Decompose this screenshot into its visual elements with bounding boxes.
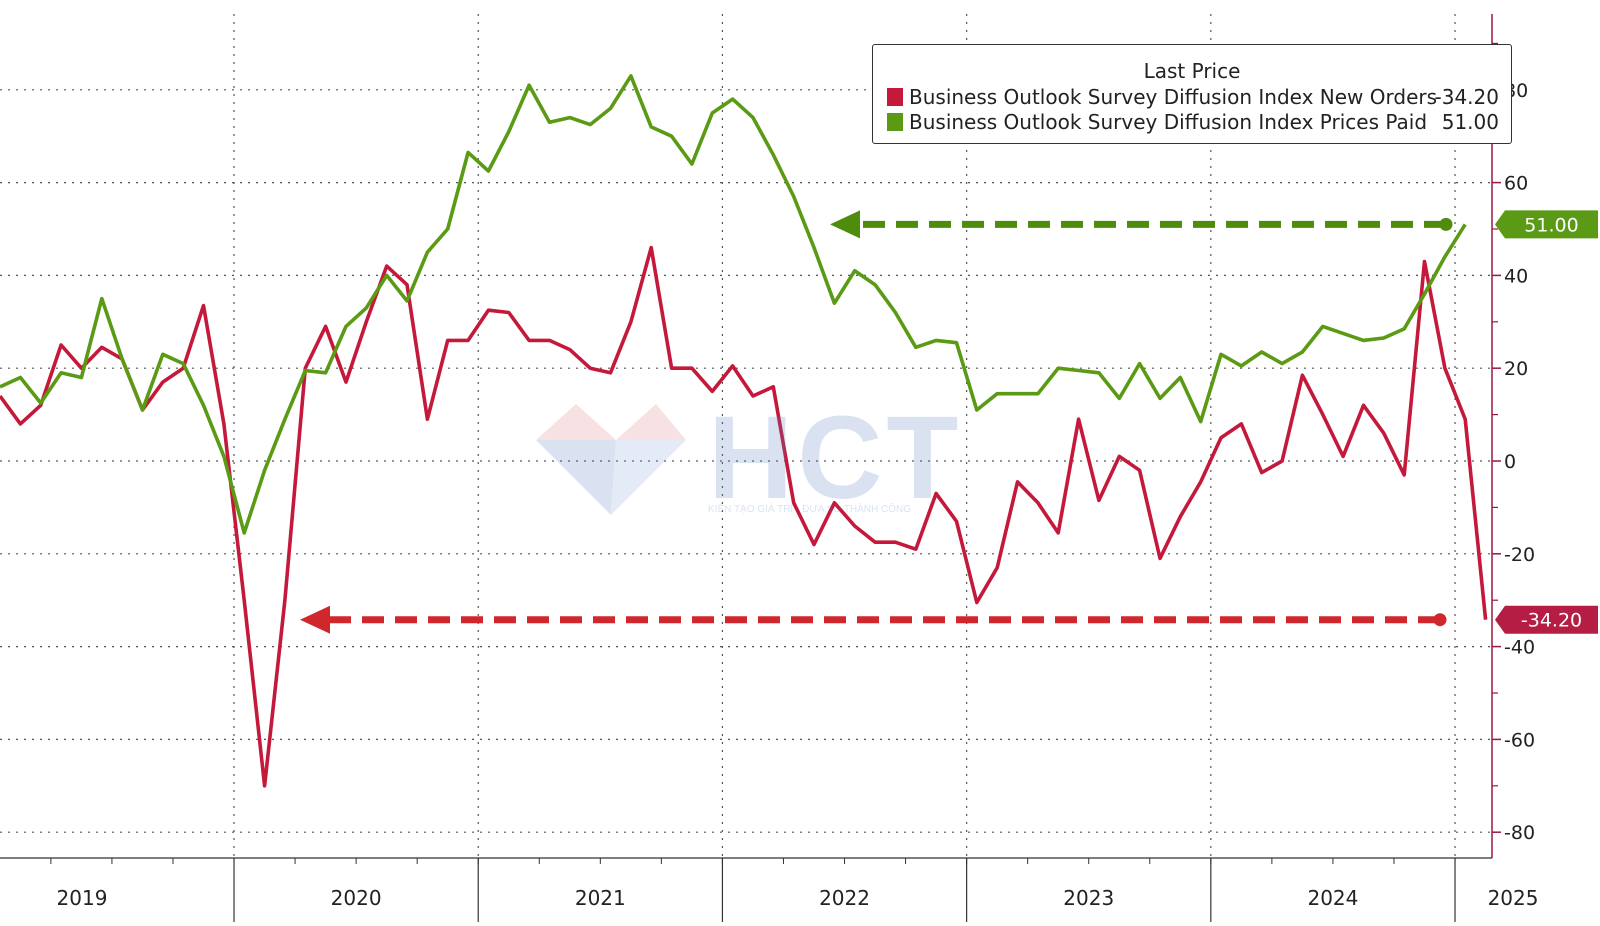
legend-label-new-orders: Business Outlook Survey Diffusion Index … xyxy=(909,85,1438,109)
y-tick-label: 60 xyxy=(1504,173,1528,195)
y-tick-label: -60 xyxy=(1504,729,1535,751)
y-tick-label: -20 xyxy=(1504,544,1535,566)
x-tick-label: 2025 xyxy=(1488,886,1539,910)
series-line-new-orders xyxy=(0,245,1488,788)
arrowhead-prices-paid xyxy=(830,210,860,239)
y-tick-label: 40 xyxy=(1504,265,1528,287)
arrow-dot-prices-paid xyxy=(1439,217,1453,231)
x-tick-label: 2021 xyxy=(575,886,626,910)
arrow-dot-new-orders xyxy=(1433,613,1447,627)
legend-value-prices-paid: 51.00 xyxy=(1441,110,1499,134)
series-lines xyxy=(0,74,1488,788)
legend-item-new-orders: Business Outlook Survey Diffusion Index … xyxy=(887,85,1499,109)
y-tick-label: -80 xyxy=(1504,822,1535,844)
legend: Last Price Business Outlook Survey Diffu… xyxy=(872,44,1512,144)
legend-item-prices-paid: Business Outlook Survey Diffusion Index … xyxy=(887,110,1499,134)
x-tick-label: 2024 xyxy=(1307,886,1358,910)
last-value-arrows xyxy=(300,210,1453,634)
x-tick-label: 2022 xyxy=(819,886,870,910)
last-value-tag-new-orders xyxy=(1495,605,1598,634)
x-tick-label: 2019 xyxy=(57,886,108,910)
last-value-tag-prices-paid xyxy=(1495,210,1598,239)
series-line-prices-paid xyxy=(0,74,1467,535)
x-tick-label: 2023 xyxy=(1063,886,1114,910)
y-tick-label: 0 xyxy=(1504,451,1516,473)
legend-value-new-orders: -34.20 xyxy=(1434,85,1499,109)
y-tick-label: -40 xyxy=(1504,637,1535,659)
legend-label-prices-paid: Business Outlook Survey Diffusion Index … xyxy=(909,110,1428,134)
y-tick-label: 20 xyxy=(1504,358,1528,380)
arrowhead-new-orders xyxy=(300,605,330,634)
legend-title: Last Price xyxy=(1143,59,1241,83)
legend-swatch-prices-paid xyxy=(887,113,903,131)
x-tick-label: 2020 xyxy=(331,886,382,910)
legend-swatch-new-orders xyxy=(887,88,903,106)
last-value-tag-text-new-orders: -34.20 xyxy=(1521,610,1582,632)
last-value-tag-text-prices-paid: 51.00 xyxy=(1524,214,1578,236)
